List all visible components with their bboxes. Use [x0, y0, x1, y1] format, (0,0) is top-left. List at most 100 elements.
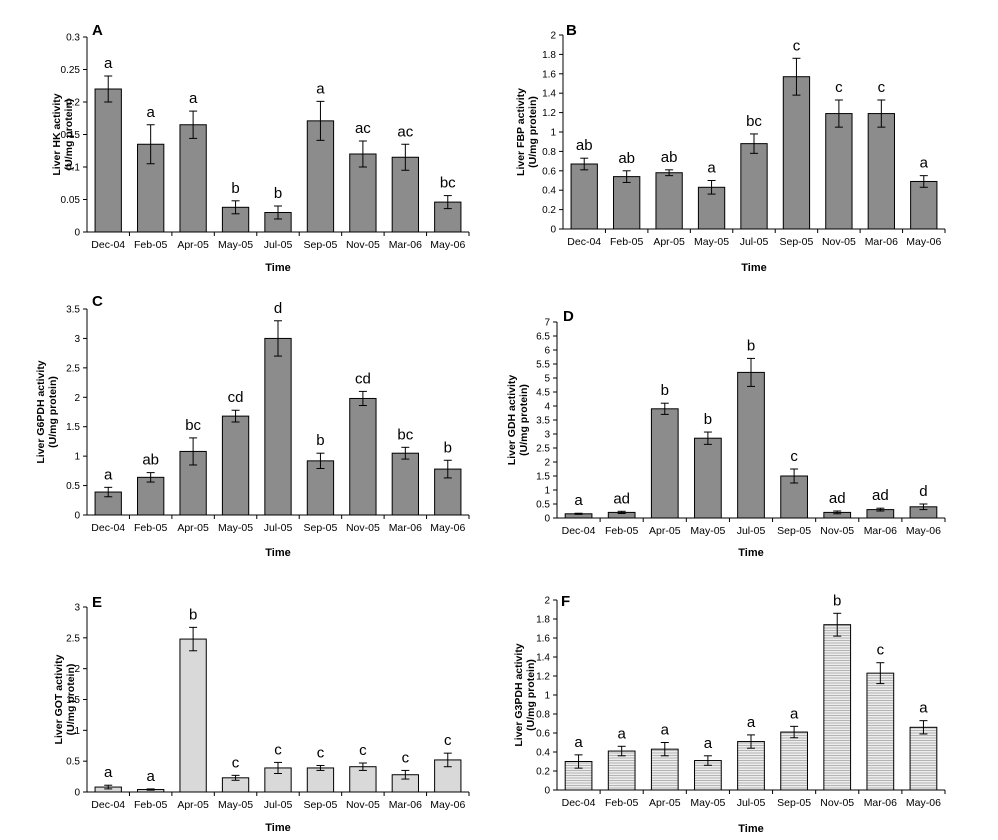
error-bar-e-nov-05 [358, 762, 367, 771]
error-bar-c-may-06 [443, 459, 452, 479]
error-bar-c-feb-05 [146, 472, 155, 483]
plot-area-b: 0 0.2 0.4 0.6 0.8 1 1.2 1.4 1.6 1.8 2 Dec-04 ab Feb-0… [542, 31, 946, 248]
x-tick-label-b: May-05 [694, 236, 729, 248]
x-tick-label-d: Apr-05 [649, 525, 681, 537]
y-axis-label-f-line2: (U/mg protein) [525, 659, 537, 731]
significance-letter-e: c [317, 744, 325, 761]
error-bar-c-nov-05 [358, 390, 367, 407]
y-tick-label-e: 3 [74, 603, 80, 614]
y-axis-label-e-line1: Liver GOT activity [53, 654, 65, 744]
significance-letter-f: a [919, 700, 928, 717]
bar-e-nov-05 [349, 766, 377, 793]
error-bar-b-may-05 [707, 180, 716, 195]
significance-letter-e: c [444, 732, 452, 749]
significance-letter-e: a [104, 764, 113, 781]
y-axis-label-e-line2: (U/mg protein) [65, 664, 77, 736]
bar-c-jul-05 [264, 337, 292, 516]
error-bar-b-may-06 [919, 175, 928, 188]
y-tick-label-d: 3.5 [536, 416, 550, 427]
significance-letter-f: a [704, 735, 713, 752]
significance-letter-a: b [231, 180, 239, 197]
x-tick-label-a: Nov-05 [346, 239, 380, 251]
error-bar-b-mar-06 [877, 99, 886, 128]
y-tick-label-a: 0.1 [66, 163, 80, 174]
significance-letter-c: ab [142, 452, 159, 469]
x-tick-label-a: Sep-05 [304, 239, 338, 251]
error-bar-d-may-05 [703, 431, 712, 445]
y-tick-label-f: 0 [544, 786, 550, 797]
y-tick-label-b: 0.6 [542, 166, 556, 177]
x-tick-label-c: Jul-05 [264, 522, 293, 534]
y-tick-label-d: 2.5 [536, 444, 550, 455]
bar-a-dec-04 [94, 88, 122, 233]
significance-letter-d: ad [613, 490, 630, 507]
y-tick-label-f: 1.4 [536, 653, 550, 664]
x-axis-label-f: Time [738, 823, 763, 835]
significance-letter-b: c [835, 79, 843, 96]
error-bar-f-feb-05 [617, 745, 626, 757]
y-tick-label-c: 1 [74, 452, 80, 463]
bar-c-mar-06 [391, 452, 419, 516]
error-bar-f-may-06 [919, 720, 928, 735]
error-bar-e-sep-05 [316, 764, 325, 771]
significance-letter-e: b [189, 606, 197, 623]
panel-letter-b: B [566, 22, 577, 39]
y-tick-label-a: 0.25 [61, 65, 81, 76]
panel-letter-d: D [563, 308, 574, 325]
x-tick-label-f: Feb-05 [605, 797, 638, 809]
error-bar-c-mar-06 [401, 446, 410, 460]
y-tick-label-e: 0 [74, 788, 80, 799]
panel-letter-c: C [92, 293, 103, 310]
y-tick-label-f: 1.6 [536, 634, 550, 645]
significance-letter-e: c [232, 754, 240, 771]
x-tick-label-d: Feb-05 [605, 525, 638, 537]
x-tick-label-c: Feb-05 [134, 522, 167, 534]
y-tick-label-d: 5.5 [536, 360, 550, 371]
bar-b-may-06 [910, 180, 938, 230]
y-axis-label-f-line1: Liver G3PDH activity [513, 643, 525, 746]
y-tick-label-b: 0.2 [542, 205, 556, 216]
significance-letter-c: a [104, 466, 113, 483]
y-tick-label-f: 0.2 [536, 767, 550, 778]
x-tick-label-a: Apr-05 [177, 239, 209, 251]
y-axis-label-f: Liver G3PDH activity (U/mg protein) [513, 643, 537, 746]
bar-b-jul-05 [740, 143, 768, 230]
significance-letter-b: a [707, 160, 716, 177]
bar-b-apr-05 [655, 172, 683, 230]
bar-f-jul-05 [737, 741, 765, 791]
error-bar-e-may-05 [231, 774, 240, 781]
x-tick-label-b: Nov-05 [822, 236, 856, 248]
y-tick-label-f: 0.4 [536, 748, 550, 759]
x-tick-label-a: May-05 [218, 239, 253, 251]
error-bar-b-apr-05 [665, 169, 674, 177]
y-tick-label-c: 0 [74, 511, 80, 522]
x-tick-label-b: Mar-06 [865, 236, 898, 248]
bar-b-dec-04 [570, 163, 598, 230]
y-axis-label-b-line1: Liver FBP activity [515, 88, 527, 176]
x-tick-label-f: May-05 [690, 797, 725, 809]
x-tick-label-d: Mar-06 [864, 525, 897, 537]
y-axis-label-d-line1: Liver GDH activity [506, 375, 518, 466]
x-tick-label-f: Mar-06 [864, 797, 897, 809]
error-bar-c-apr-05 [189, 437, 198, 466]
y-tick-label-a: 0.3 [66, 33, 80, 44]
significance-letter-e: c [402, 749, 410, 766]
x-axis-label-d: Time [738, 547, 763, 559]
significance-letter-b: ab [661, 149, 678, 166]
error-bar-a-nov-05 [358, 140, 367, 168]
bar-c-nov-05 [349, 397, 377, 516]
chart-panel-c: C Liver G6PDH activity (U/mg protein) Ti… [35, 293, 470, 559]
y-axis-label-b: Liver FBP activity (U/mg protein) [515, 88, 539, 176]
error-bar-b-nov-05 [834, 99, 843, 128]
panel-letter-e: E [92, 594, 102, 611]
significance-letter-e: a [146, 768, 155, 785]
x-tick-label-d: Sep-05 [777, 525, 811, 537]
y-tick-label-f: 1 [544, 691, 550, 702]
y-tick-label-f: 0.8 [536, 710, 550, 721]
error-bar-a-mar-06 [401, 143, 410, 171]
bar-a-feb-05 [137, 143, 165, 233]
significance-letter-e: c [359, 742, 367, 759]
significance-letter-a: a [104, 55, 113, 72]
y-tick-label-f: 2 [544, 596, 550, 607]
